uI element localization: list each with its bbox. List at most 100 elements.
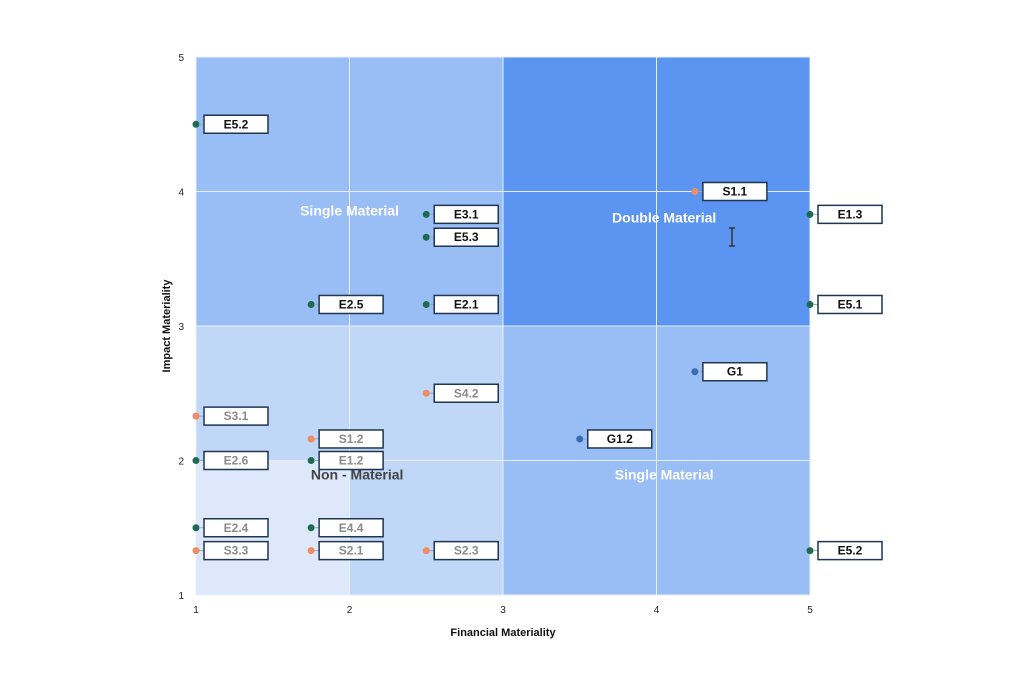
data-point <box>576 435 584 443</box>
data-label: S2.3 <box>454 544 479 558</box>
data-label: E2.6 <box>224 454 249 468</box>
y-tick-label: 4 <box>178 188 184 199</box>
data-point <box>422 389 430 397</box>
data-label-box <box>203 114 269 134</box>
y-tick-label: 2 <box>178 457 184 468</box>
data-label: G1.2 <box>607 432 633 446</box>
data-point-group: E1.3 <box>806 204 883 225</box>
data-label-box <box>433 227 499 247</box>
data-label: E5.2 <box>224 117 249 131</box>
data-point-group: E5.2 <box>192 114 269 134</box>
data-point-group: S4.2 <box>422 383 499 403</box>
region-label: Double Material <box>612 209 716 225</box>
data-label-box <box>587 429 653 449</box>
data-point <box>422 210 430 218</box>
data-label: E5.2 <box>838 544 863 558</box>
data-point <box>806 547 814 555</box>
data-point <box>307 435 315 443</box>
data-label: S1.2 <box>339 432 364 446</box>
data-point-group: E2.4 <box>192 518 269 538</box>
data-label: E5.1 <box>838 297 863 311</box>
x-tick-label: 2 <box>347 605 353 616</box>
data-point <box>691 368 699 376</box>
data-label: G1 <box>727 365 743 379</box>
ticks-layer: 1 2 3 4 5 1 2 3 4 5 <box>178 53 813 616</box>
x-axis-title: Financial Materiality <box>450 627 556 639</box>
x-tick-label: 1 <box>193 605 199 616</box>
data-label-box <box>433 204 499 225</box>
data-point-group: S1.1 <box>691 181 768 202</box>
data-label: E2.5 <box>339 297 364 311</box>
data-point <box>307 300 315 308</box>
data-point <box>422 300 430 308</box>
data-label: E1.3 <box>838 207 863 221</box>
data-point-group: E1.2 <box>307 450 384 471</box>
data-point-group: E5.2 <box>806 540 883 561</box>
data-point-group: G1.2 <box>576 429 653 449</box>
data-label-box <box>433 383 499 403</box>
data-label: E1.2 <box>339 454 364 468</box>
data-point <box>307 457 315 464</box>
grid-layer <box>195 56 811 596</box>
data-label-box <box>433 540 499 561</box>
data-label-box <box>817 204 883 225</box>
y-axis-title: Impact Materiality <box>161 279 173 373</box>
data-label-box <box>318 540 384 561</box>
data-point <box>192 120 200 128</box>
data-point-group: G1 <box>691 361 768 382</box>
data-point <box>422 547 430 555</box>
data-label-box <box>702 361 768 382</box>
data-point-group: E5.3 <box>422 227 499 247</box>
data-point-group: E2.5 <box>307 294 384 315</box>
y-tick-label: 3 <box>178 322 184 333</box>
data-point <box>192 524 200 532</box>
data-label-box <box>203 518 269 538</box>
data-point-group: E2.1 <box>422 294 499 315</box>
data-point-group: S3.3 <box>192 540 269 561</box>
points-layer: E5.2 S1.1 E3.1 E1.3 E5.3 E2.5 E2.1 E5.1 G1 S4.2 S3… <box>192 114 883 561</box>
data-label-box <box>318 450 384 471</box>
data-label: E5.3 <box>454 230 479 244</box>
data-point <box>192 412 200 420</box>
data-label: S1.1 <box>723 185 748 199</box>
data-point-group: S2.1 <box>307 540 384 561</box>
data-label: E2.4 <box>224 521 249 535</box>
data-label-box <box>318 429 384 449</box>
data-point-group: E2.6 <box>192 450 269 471</box>
x-tick-label: 4 <box>654 605 660 616</box>
data-label: S3.3 <box>224 544 249 558</box>
data-point <box>192 547 200 555</box>
data-point <box>691 188 699 195</box>
data-point-group: S1.2 <box>307 429 384 449</box>
data-point <box>806 210 814 218</box>
data-point <box>806 300 814 308</box>
data-point-group: E5.1 <box>806 294 883 315</box>
y-tick-label: 5 <box>178 53 184 64</box>
region-labels-layer: Single Material Double Material Non - Mate… <box>300 203 716 483</box>
data-label: E2.1 <box>454 297 479 311</box>
data-point <box>307 524 315 532</box>
data-label-box <box>203 406 269 426</box>
data-label: S2.1 <box>339 544 364 558</box>
region-label: Non - Material <box>311 466 404 482</box>
data-point-group: S2.3 <box>422 540 499 561</box>
data-label-box <box>433 294 499 315</box>
data-label-box <box>318 518 384 538</box>
data-label-box <box>203 540 269 561</box>
x-tick-label: 5 <box>807 605 813 616</box>
data-point <box>422 233 430 241</box>
data-point-group: S3.1 <box>192 406 269 426</box>
data-label-box <box>318 294 384 315</box>
data-point <box>307 547 315 555</box>
data-label-box <box>817 540 883 561</box>
data-label-box <box>702 181 768 202</box>
data-point-group: E3.1 <box>422 204 499 225</box>
region-label: Single Material <box>300 203 399 219</box>
x-tick-label: 3 <box>500 605 506 616</box>
data-label-box <box>817 294 883 315</box>
data-label: E3.1 <box>454 207 479 221</box>
data-label-box <box>203 450 269 471</box>
data-point <box>192 457 200 464</box>
